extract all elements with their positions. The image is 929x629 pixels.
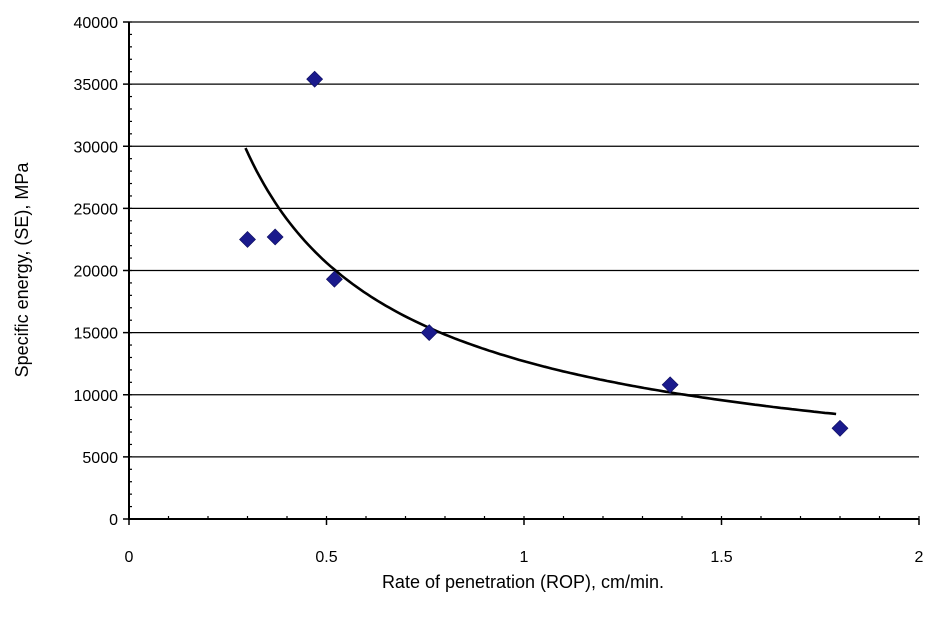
y-tick-label-4: 20000 — [74, 264, 119, 281]
data-point-4 — [420, 324, 438, 342]
y-tick-label-1: 5000 — [82, 450, 118, 467]
y-tick-label-2: 10000 — [74, 388, 119, 405]
data-point-2 — [306, 70, 324, 88]
y-tick-label-8: 40000 — [74, 15, 119, 32]
y-tick-label-6: 30000 — [74, 139, 119, 156]
x-tick-label-2: 1 — [520, 549, 529, 566]
y-tick-label-3: 15000 — [74, 326, 119, 343]
axes — [123, 21, 920, 525]
x-tick-label-1: 0.5 — [315, 549, 337, 566]
gridlines — [129, 21, 919, 458]
trendline-layer — [244, 147, 837, 416]
y-axis-title: Specific energy, (SE), MPa — [12, 162, 32, 378]
x-axis-title: Rate of penetration (ROP), cm/min. — [382, 572, 664, 592]
x-tick-label-3: 1.5 — [710, 549, 732, 566]
x-tick-label-4: 2 — [915, 549, 924, 566]
data-point-3 — [325, 270, 343, 288]
power-trendline — [244, 147, 837, 416]
data-point-6 — [831, 419, 849, 437]
data-point-0 — [239, 231, 256, 248]
y-tick-label-0: 0 — [109, 512, 118, 529]
data-point-5 — [661, 376, 679, 394]
x-tick-label-0: 0 — [125, 549, 134, 566]
y-tick-label-7: 35000 — [74, 77, 119, 94]
data-points — [239, 70, 849, 437]
data-point-1 — [266, 228, 284, 246]
y-tick-label-5: 25000 — [74, 201, 119, 218]
tick-labels: 0 5000 10000 15000 20000 25000 30000 35000 40000… — [74, 15, 924, 566]
